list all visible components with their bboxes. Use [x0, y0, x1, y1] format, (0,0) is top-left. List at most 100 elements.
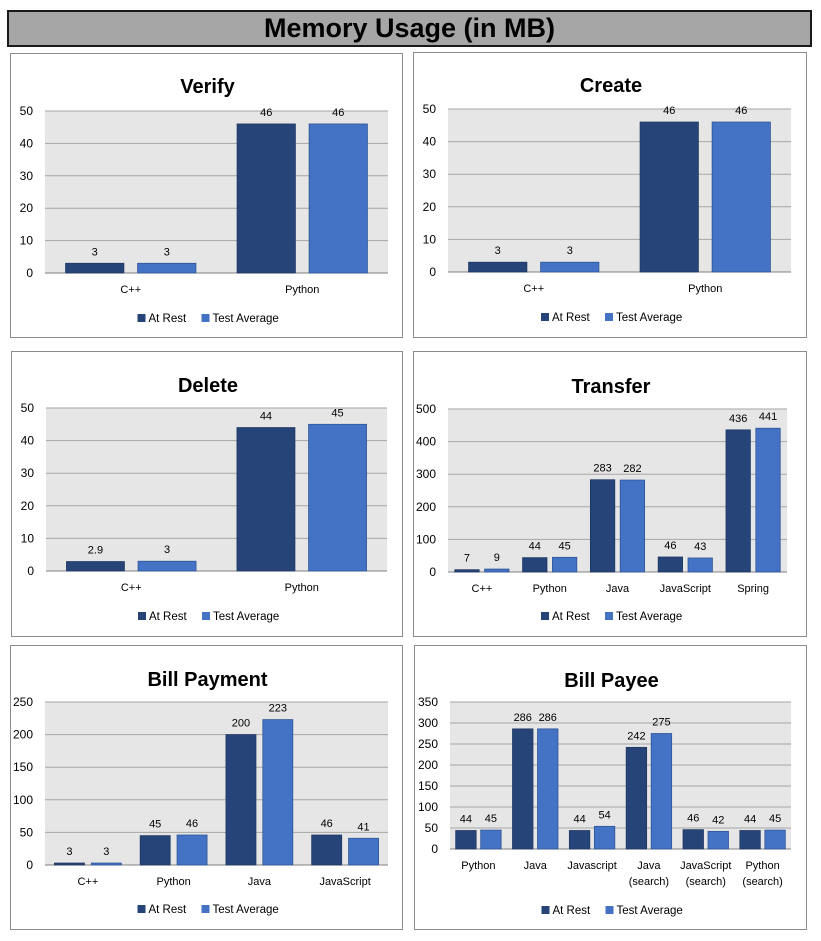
- data-label: 3: [495, 245, 501, 257]
- y-tick-label: 50: [423, 102, 437, 116]
- category-label: Java: [606, 583, 630, 595]
- category-label: (search): [686, 876, 726, 888]
- data-label: 286: [539, 712, 557, 724]
- bar-at-rest: [65, 262, 125, 274]
- category-label: Python: [745, 860, 779, 872]
- bar-test-average: [540, 261, 600, 273]
- page-title: Memory Usage (in MB): [7, 10, 812, 47]
- y-tick-label: 0: [26, 266, 33, 280]
- category-label: Java: [248, 876, 272, 888]
- chart-title: Create: [580, 75, 642, 97]
- y-tick-label: 50: [21, 401, 35, 415]
- data-label: 54: [598, 809, 610, 821]
- legend-label: Test Average: [213, 611, 279, 623]
- category-label: (search): [629, 876, 669, 888]
- data-label: 3: [92, 246, 98, 258]
- bar-at-rest: [468, 261, 528, 273]
- y-tick-label: 0: [429, 265, 436, 279]
- bar-at-rest: [739, 830, 761, 850]
- bar-at-rest: [455, 830, 477, 850]
- data-label: 286: [514, 712, 532, 724]
- data-label: 45: [149, 819, 161, 831]
- legend-swatch: [605, 612, 613, 620]
- y-tick-label: 20: [21, 499, 35, 513]
- bar-at-rest: [311, 834, 343, 866]
- legend-label: At Rest: [552, 611, 591, 623]
- chart-panel-bill-payee: Bill Payee 0 50 100 150 200 250 300 350 44 45 Pytho…: [414, 645, 807, 930]
- y-tick-label: 100: [13, 793, 33, 807]
- bar-test-average: [687, 557, 713, 573]
- legend-label: Test Average: [617, 905, 683, 917]
- data-label: 200: [232, 718, 250, 730]
- chart-svg: Bill Payment 0 50 100 150 200 250 3 3 C++ 45 46 Pyth…: [13, 669, 388, 916]
- chart-svg: Verify 0 10 20 30 40 50 3 3 C++ 46 46 Python At Rest T…: [20, 76, 388, 325]
- category-label: C++: [472, 583, 493, 595]
- y-tick-label: 30: [21, 466, 35, 480]
- bar-at-rest: [657, 556, 683, 573]
- bar-at-rest: [236, 427, 296, 572]
- bar-at-rest: [139, 835, 171, 866]
- category-label: (search): [742, 876, 782, 888]
- legend-swatch: [201, 905, 210, 913]
- y-tick-label: 10: [20, 234, 34, 248]
- y-tick-label: 20: [423, 200, 437, 214]
- data-label: 42: [712, 814, 724, 826]
- category-label: C++: [523, 283, 544, 295]
- data-label: 46: [186, 818, 198, 830]
- legend-swatch: [138, 612, 146, 620]
- legend-label: Test Average: [616, 611, 682, 623]
- data-label: 223: [269, 703, 287, 715]
- chart-title: Delete: [178, 375, 238, 397]
- y-tick-label: 100: [418, 800, 438, 814]
- legend-label: Test Average: [616, 312, 682, 324]
- legend-label: At Rest: [553, 905, 592, 917]
- data-label: 46: [687, 813, 699, 825]
- bar-test-average: [348, 837, 379, 866]
- y-tick-label: 250: [13, 695, 33, 709]
- bar-test-average: [707, 830, 729, 850]
- category-label: Python: [688, 283, 722, 295]
- data-label: 46: [260, 107, 272, 119]
- bar-at-rest: [225, 734, 257, 866]
- data-label: 46: [332, 107, 344, 119]
- category-label: JavaScript: [660, 583, 711, 595]
- bar-at-rest: [522, 557, 548, 573]
- category-label: Python: [461, 860, 495, 872]
- data-label: 44: [744, 814, 756, 826]
- data-label: 46: [321, 818, 333, 830]
- legend-swatch: [137, 905, 146, 913]
- bar-at-rest: [568, 830, 591, 850]
- legend-label: Test Average: [213, 313, 279, 325]
- data-label: 275: [652, 717, 670, 729]
- data-label: 44: [573, 814, 585, 826]
- category-label: Python: [533, 583, 567, 595]
- bar-test-average: [262, 719, 294, 866]
- chart-svg: Transfer 0 100 200 300 400 500 7 9 C++ 44 45 Python 2…: [416, 376, 787, 623]
- plot-area: [450, 702, 791, 849]
- data-label: 44: [260, 411, 272, 423]
- category-label: C++: [121, 582, 142, 594]
- y-tick-label: 200: [416, 500, 436, 514]
- data-label: 46: [735, 105, 747, 117]
- data-label: 46: [664, 540, 676, 552]
- data-label: 441: [759, 411, 777, 423]
- y-tick-label: 0: [26, 858, 33, 872]
- chart-svg: Create 0 10 20 30 40 50 3 3 C++ 46 46 Python At Rest T…: [423, 75, 791, 324]
- chart-panel-bill-payment: Bill Payment 0 50 100 150 200 250 3 3 C++ 45 46 Pyth…: [10, 645, 403, 930]
- bar-at-rest: [589, 479, 616, 573]
- y-tick-label: 50: [20, 825, 34, 839]
- bar-test-average: [176, 834, 208, 866]
- bar-at-rest: [54, 862, 85, 866]
- legend-label: At Rest: [552, 312, 591, 324]
- chart-title: Verify: [180, 76, 235, 98]
- y-tick-label: 50: [20, 104, 34, 118]
- y-tick-label: 10: [423, 232, 437, 246]
- legend-label: At Rest: [149, 611, 188, 623]
- data-label: 43: [694, 541, 706, 553]
- y-tick-label: 30: [20, 169, 34, 183]
- chart-title: Transfer: [572, 376, 651, 398]
- bar-test-average: [90, 862, 122, 866]
- legend-swatch: [605, 313, 613, 321]
- data-label: 9: [494, 552, 500, 564]
- chart-panel-transfer: Transfer 0 100 200 300 400 500 7 9 C++ 44 45 Python 2…: [413, 351, 807, 637]
